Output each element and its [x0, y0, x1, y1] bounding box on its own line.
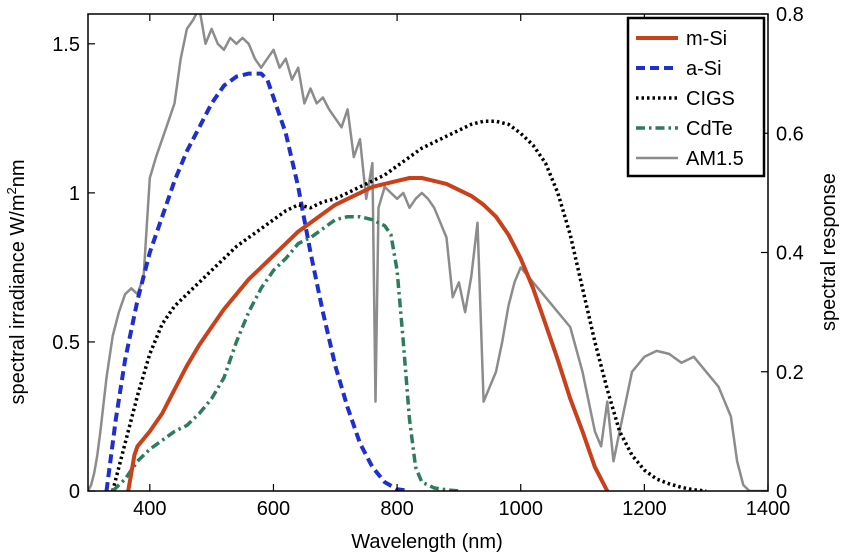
y-axis-right-label: spectral response: [818, 173, 840, 331]
series-line-cigs: [111, 119, 707, 491]
y-right-tick-label: 0.2: [776, 362, 804, 384]
y-right-tick-label: 0: [776, 481, 787, 503]
y-axis-left-label-suffix: nm: [7, 159, 29, 187]
x-tick-label: 400: [133, 498, 166, 520]
y-left-tick-label: 0: [69, 481, 80, 503]
y-right-tick-label: 0.8: [776, 4, 804, 26]
x-axis: 400 600 800 1000 1200 1400: [133, 14, 790, 520]
y-axis-left-label-superscript: 2: [4, 187, 19, 194]
series-layer: [88, 14, 768, 491]
legend-label: CIGS: [686, 88, 735, 110]
legend: m-Si a-Si CIGS CdTe AM1.5: [626, 16, 766, 178]
x-tick-label: 800: [380, 498, 413, 520]
legend-label: a-Si: [686, 58, 722, 80]
legend-label: m-Si: [686, 28, 727, 50]
x-tick-label: 1400: [746, 498, 791, 520]
series-line-a-si: [104, 71, 410, 491]
y-axis-left: 0 0.5 1 1.5: [52, 34, 95, 503]
x-tick-label: 1000: [498, 498, 543, 520]
series-line-am1-5: [88, 14, 768, 491]
y-left-tick-label: 0.5: [52, 332, 80, 354]
y-axis-left-label-main: spectral irradiance W/m: [7, 194, 29, 404]
x-tick-label: 600: [257, 498, 290, 520]
y-left-tick-label: 1: [69, 183, 80, 205]
x-axis-label: Wavelength (nm): [351, 531, 503, 553]
y-right-tick-label: 0.6: [776, 123, 804, 145]
x-tick-label: 1200: [622, 498, 667, 520]
y-axis-left-label: spectral irradiance W/m2nm: [4, 159, 29, 404]
y-left-tick-label: 1.5: [52, 34, 80, 56]
y-axis-right: 0 0.2 0.4 0.6 0.8: [761, 4, 804, 503]
legend-label: CdTe: [686, 118, 733, 140]
y-right-tick-label: 0.4: [776, 243, 804, 265]
series-line-m-si: [126, 176, 610, 491]
legend-box: [626, 16, 766, 178]
legend-label: AM1.5: [686, 148, 744, 170]
